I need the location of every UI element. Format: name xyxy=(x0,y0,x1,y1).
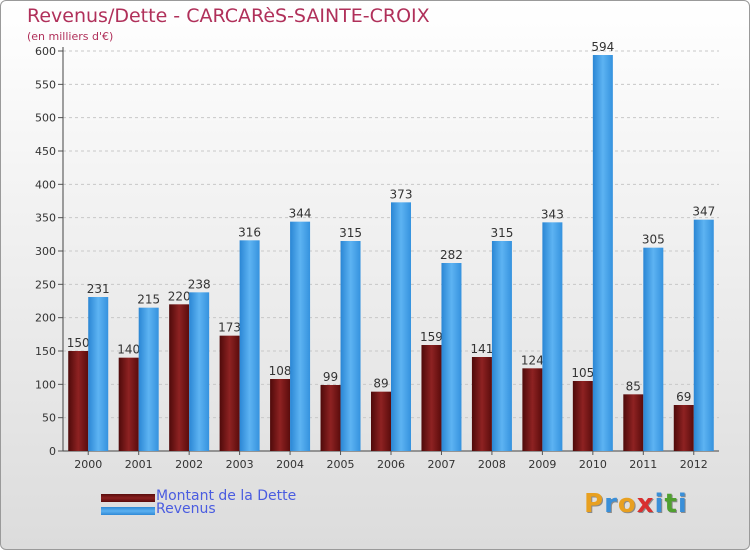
bar-dette xyxy=(623,394,644,451)
logo-letter: r xyxy=(604,489,618,519)
x-tick-label: 2010 xyxy=(579,458,607,471)
bar-revenus xyxy=(239,240,260,451)
bar-dette xyxy=(118,357,139,451)
x-tick-label: 2012 xyxy=(680,458,708,471)
data-label: 343 xyxy=(541,207,564,221)
data-label: 89 xyxy=(373,377,388,391)
bar-dette xyxy=(572,381,593,451)
logo-letter: t xyxy=(664,489,678,519)
data-label: 305 xyxy=(642,233,665,247)
x-tick-label: 2006 xyxy=(377,458,405,471)
bar-dette xyxy=(471,357,492,451)
data-label: 124 xyxy=(521,353,544,367)
bar-revenus xyxy=(643,247,664,451)
x-tick-label: 2003 xyxy=(226,458,254,471)
bar-revenus xyxy=(491,241,512,451)
x-tick-label: 2001 xyxy=(125,458,153,471)
bar-revenus xyxy=(693,219,714,451)
data-label: 238 xyxy=(188,277,211,291)
bar-revenus xyxy=(138,307,159,451)
x-tick-label: 2000 xyxy=(74,458,102,471)
y-tick-label: 350 xyxy=(35,212,56,225)
data-label: 315 xyxy=(490,226,513,240)
logo-letter: P xyxy=(584,489,605,519)
x-tick-label: 2004 xyxy=(276,458,304,471)
logo-letter: x xyxy=(636,489,655,519)
logo-letter: o xyxy=(617,489,637,519)
data-label: 316 xyxy=(238,225,261,239)
data-label: 282 xyxy=(440,248,463,262)
y-tick-label: 550 xyxy=(35,78,56,91)
bar-revenus xyxy=(290,221,311,451)
x-tick-label: 2005 xyxy=(327,458,355,471)
data-label: 85 xyxy=(626,379,641,393)
legend-swatch-revenus xyxy=(101,507,155,515)
bar-revenus xyxy=(441,263,462,451)
bar-revenus xyxy=(340,241,361,451)
x-tick-label: 2007 xyxy=(427,458,455,471)
data-label: 105 xyxy=(571,366,594,380)
legend-swatch-dette xyxy=(101,494,155,502)
data-label: 141 xyxy=(470,342,493,356)
data-label: 231 xyxy=(87,282,110,296)
legend-label-dette: Montant de la Dette xyxy=(156,488,297,504)
y-tick-label: 250 xyxy=(35,278,56,291)
logo-letter: i xyxy=(654,489,665,519)
y-tick-label: 150 xyxy=(35,345,56,358)
y-tick-label: 400 xyxy=(35,178,56,191)
data-label: 220 xyxy=(168,289,191,303)
data-label: 173 xyxy=(218,321,241,335)
bar-dette xyxy=(371,391,391,451)
bar-dette xyxy=(673,405,694,451)
data-label: 69 xyxy=(676,390,691,404)
chart-title: Revenus/Dette - CARCARèS-SAINTE-CROIX xyxy=(27,5,430,27)
data-label: 99 xyxy=(323,370,338,384)
legend-label-revenus: Revenus xyxy=(156,501,216,517)
bar-dette xyxy=(421,345,442,451)
x-tick-label: 2008 xyxy=(478,458,506,471)
data-label: 150 xyxy=(67,336,90,350)
data-label: 215 xyxy=(137,293,160,307)
y-tick-label: 450 xyxy=(35,145,56,158)
y-tick-label: 500 xyxy=(35,112,56,125)
y-tick-label: 100 xyxy=(35,378,56,391)
y-tick-label: 300 xyxy=(35,245,56,258)
bar-dette xyxy=(522,368,543,451)
bar-dette xyxy=(219,335,240,451)
data-label: 315 xyxy=(339,226,362,240)
bar-revenus xyxy=(88,297,109,451)
proxiti-logo: Proxiti xyxy=(584,489,688,519)
x-tick-label: 2002 xyxy=(175,458,203,471)
y-tick-label: 50 xyxy=(42,412,56,425)
data-label: 344 xyxy=(289,207,312,221)
y-tick-label: 600 xyxy=(35,45,56,58)
y-tick-label: 0 xyxy=(49,445,56,458)
bar-revenus xyxy=(592,55,613,451)
x-tick-label: 2009 xyxy=(528,458,556,471)
chart-subtitle: (en milliers d'€) xyxy=(27,30,114,43)
x-tick-label: 2011 xyxy=(629,458,657,471)
data-label: 140 xyxy=(117,343,140,357)
data-label: 373 xyxy=(390,187,413,201)
data-label: 159 xyxy=(420,330,443,344)
data-label: 347 xyxy=(692,205,715,219)
bar-dette xyxy=(169,304,190,451)
bar-revenus xyxy=(189,292,210,451)
bar-dette xyxy=(68,351,89,451)
y-tick-label: 200 xyxy=(35,312,56,325)
bar-revenus xyxy=(391,202,411,451)
bar-dette xyxy=(320,385,341,451)
bar-revenus xyxy=(542,222,563,451)
logo-letter: i xyxy=(677,489,688,519)
bar-dette xyxy=(270,379,291,451)
data-label: 594 xyxy=(591,40,614,54)
data-label: 108 xyxy=(269,364,292,378)
